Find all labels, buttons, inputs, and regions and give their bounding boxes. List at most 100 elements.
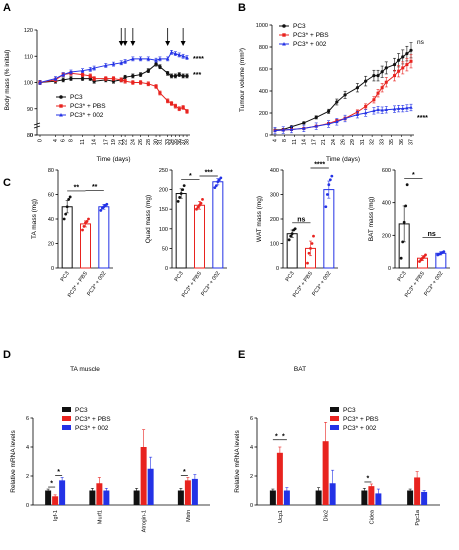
bar [361,490,368,505]
data-point [363,111,368,115]
x-tick-label: 26 [341,139,347,145]
x-tick-label: Dio2 [324,510,330,521]
bar [191,478,198,505]
data-point [111,62,116,66]
bar [61,206,73,269]
x-tick-label: 26 [138,139,144,145]
data-point [119,78,123,82]
y-tick-label: 0 [265,133,268,139]
y-tick-label: 0 [388,266,391,272]
data-point [384,66,388,70]
bar [52,496,59,505]
significance-label: **** [314,162,325,169]
data-point [176,199,180,203]
data-point [123,59,127,63]
data-point [195,207,198,211]
y-tick-label: 4 [250,445,253,451]
x-tick-label: 28 [146,139,152,145]
data-point [399,256,403,260]
significance-label: **** [417,115,428,122]
data-point [138,56,143,61]
data-point [324,205,328,209]
chart-title: BAT [294,366,306,373]
x-tick-label: 0 [38,139,44,142]
data-point [88,67,93,71]
data-point [146,68,151,73]
x-tick-label: PC3* + 002 [86,271,107,298]
data-point [131,80,135,85]
panel-letter: D [3,349,11,361]
legend-marker [59,113,63,117]
data-point [105,202,109,206]
y-tick-label: 250 [159,168,168,174]
x-tick-label: Mstn [186,510,192,522]
data-point [372,74,376,78]
data-point [177,107,181,111]
x-tick-label: 11 [80,139,86,145]
series-line [39,72,188,112]
data-point [326,109,331,113]
data-point [409,59,413,63]
data-point [111,76,116,81]
y-tick-label: 200 [159,188,168,194]
y-axis-label: Body mass (% initial) [4,50,11,111]
data-point [82,224,86,228]
bar [407,490,414,505]
x-tick-label: 22 [123,139,129,145]
dosing-arrowhead [122,41,128,46]
data-point [88,74,92,78]
significance-label: ns [417,39,425,46]
data-point [196,205,200,209]
data-point [177,52,182,57]
x-tick-label: 32 [370,139,376,145]
y-tick-label: 50 [162,246,168,252]
y-tick-label: 600 [259,67,268,73]
data-point [355,86,360,90]
y-tick-label: 2 [250,474,253,480]
data-point [104,76,108,81]
data-point [401,55,405,59]
data-point [273,128,277,132]
data-point [442,250,446,254]
data-point [380,108,384,112]
x-axis-label: Time (days) [326,156,360,163]
data-point [384,80,388,84]
y-axis-label: TA mass (mg) [31,199,38,239]
series-line [274,49,412,131]
y-tick-label: 100 [24,81,33,87]
data-point [384,107,388,111]
x-tick-label: 33 [165,139,171,145]
data-point [154,58,158,62]
bar [414,477,421,505]
data-point [302,121,306,125]
data-point [165,56,170,61]
data-point [201,198,204,201]
data-point [181,74,185,78]
x-tick-label: Ucp1 [278,510,284,523]
bar [103,490,110,505]
x-tick-label: PC3 [60,271,71,283]
data-point [312,234,315,238]
data-point [289,127,294,131]
bar [194,204,205,269]
x-tick-label: 19 [111,139,117,145]
y-tick-label: 1000 [256,23,268,29]
bar [269,490,276,505]
x-tick-label: PC3* + 002 [200,271,221,298]
y-tick-label: 110 [24,54,33,60]
data-point [185,55,189,59]
y-tick-label: 2 [26,474,29,480]
legend-label: PC3 [343,407,356,414]
data-point [376,74,380,78]
data-point [380,86,384,90]
significance-label: *** [205,170,213,177]
x-tick-label: PC3* + 002 [423,271,444,298]
axis-break [33,122,41,126]
data-point [69,76,73,81]
y-axis-label: Tumour volume (mm³) [239,48,246,112]
data-point [146,82,150,86]
bar [147,468,154,505]
bar [96,483,103,505]
x-tick-label: Murf1 [97,510,103,524]
y-tick-label: 800 [259,45,268,51]
